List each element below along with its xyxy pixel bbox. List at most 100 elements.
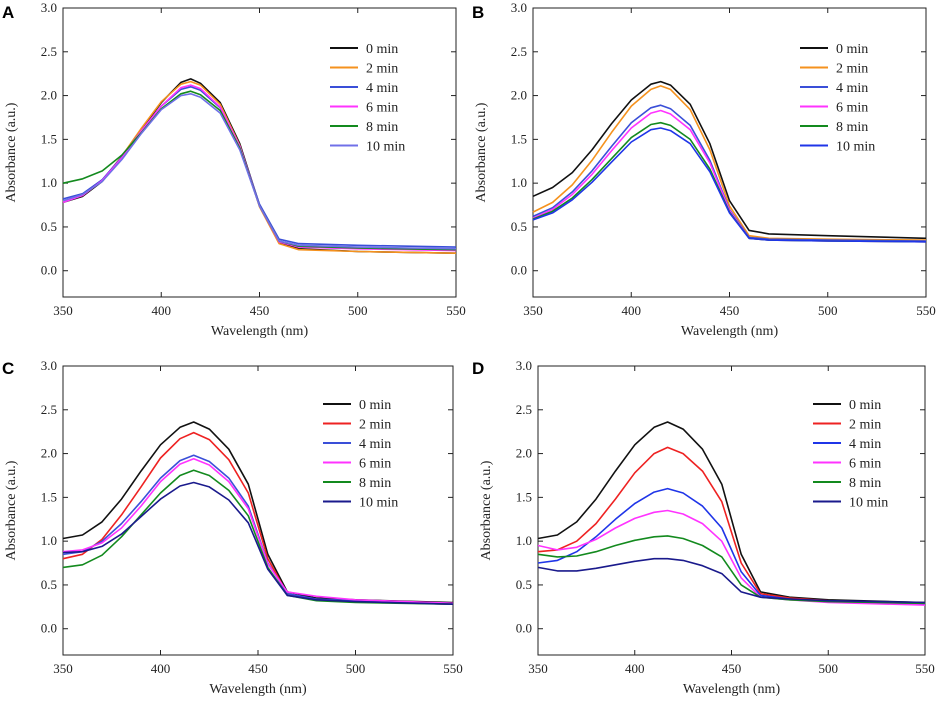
chart-d-y-tick-label: 3.0 bbox=[516, 358, 532, 373]
chart-a-x-tick-label: 550 bbox=[446, 303, 466, 318]
chart-a-x-tick-label: 350 bbox=[53, 303, 73, 318]
chart-b-x-tick-label: 500 bbox=[818, 303, 838, 318]
panel-d: D 350 400 450 500 550 0.0 0.5 1.0 1.5 2.0 2.5 3.0 Wa… bbox=[472, 358, 935, 697]
chart-d-legend-label: 8 min bbox=[849, 476, 881, 491]
chart-a-y-axis-title: Absorbance (a.u.) bbox=[4, 102, 19, 202]
chart-d-series-line-4 bbox=[537, 535, 926, 605]
chart-b-legend-label: 0 min bbox=[836, 42, 868, 57]
chart-d-series-line-0 bbox=[537, 421, 926, 604]
chart-a-x-tick-label: 500 bbox=[348, 303, 368, 318]
chart-c-x-tick-label: 450 bbox=[248, 661, 268, 676]
chart-d-legend-label: 0 min bbox=[849, 398, 881, 413]
chart-b-x-tick-label: 400 bbox=[622, 303, 642, 318]
chart-c-x-tick-label: 500 bbox=[346, 661, 366, 676]
chart-b-series-line-2 bbox=[532, 104, 927, 242]
chart-c-legend-label: 0 min bbox=[359, 398, 391, 413]
chart-a-x-axis-title: Wavelength (nm) bbox=[211, 324, 309, 339]
chart-a-y-tick-label: 2.0 bbox=[41, 88, 57, 103]
chart-c-legend-label: 4 min bbox=[359, 437, 391, 452]
chart-a: 350 400 450 500 550 0.0 0.5 1.0 1.5 2.0 2.5 3.0 Wave… bbox=[4, 0, 466, 339]
chart-c-y-tick-label: 3.0 bbox=[41, 358, 57, 373]
chart-b-legend-label: 2 min bbox=[836, 62, 868, 77]
chart-c-legend-label: 6 min bbox=[359, 457, 391, 472]
chart-d-legend-label: 6 min bbox=[849, 457, 881, 472]
chart-d-y-tick-label: 1.5 bbox=[516, 489, 532, 504]
panel-c: C 350 400 450 500 550 0.0 0.5 1.0 1.5 2.0 2.5 3.0 Wa… bbox=[2, 358, 463, 697]
chart-d-x-tick-label: 400 bbox=[625, 661, 645, 676]
chart-c-legend-label: 2 min bbox=[359, 418, 391, 433]
chart-a-y-tick-label: 1.0 bbox=[41, 175, 57, 190]
chart-c-x-axis-title: Wavelength (nm) bbox=[209, 682, 307, 697]
chart-a-legend-label: 8 min bbox=[366, 120, 398, 135]
panel-label-b: B bbox=[472, 3, 484, 22]
chart-d-series-line-5 bbox=[537, 557, 926, 604]
chart-c-y-tick-label: 0.5 bbox=[41, 577, 57, 592]
chart-a-legend-label: 6 min bbox=[366, 101, 398, 116]
chart-b-y-tick-label: 3.0 bbox=[511, 0, 527, 15]
chart-d-y-tick-label: 0.0 bbox=[516, 621, 532, 636]
chart-b-legend-label: 4 min bbox=[836, 81, 868, 96]
chart-d-legend-label: 2 min bbox=[849, 418, 881, 433]
chart-c-y-tick-label: 0.0 bbox=[41, 621, 57, 636]
chart-d-legend-label: 10 min bbox=[849, 496, 888, 511]
chart-d-series-line-3 bbox=[537, 509, 926, 606]
chart-b-y-tick-label: 1.0 bbox=[511, 175, 527, 190]
chart-d: 350 400 450 500 550 0.0 0.5 1.0 1.5 2.0 2.5 3.0 Wave… bbox=[479, 358, 935, 697]
chart-d-x-tick-label: 350 bbox=[528, 661, 548, 676]
chart-d-legend-label: 4 min bbox=[849, 437, 881, 452]
chart-b-y-tick-label: 0.5 bbox=[511, 219, 527, 234]
chart-d-y-axis-title: Absorbance (a.u.) bbox=[479, 460, 494, 560]
chart-a-series-line-3 bbox=[62, 84, 457, 252]
chart-d-x-tick-label: 500 bbox=[819, 661, 839, 676]
chart-b-legend-label: 8 min bbox=[836, 120, 868, 135]
chart-a-y-tick-label: 1.5 bbox=[41, 131, 57, 146]
chart-b-x-tick-label: 450 bbox=[720, 303, 740, 318]
chart-c-x-tick-label: 400 bbox=[151, 661, 171, 676]
chart-c-x-tick-label: 550 bbox=[443, 661, 463, 676]
chart-b-series-line-1 bbox=[532, 85, 927, 241]
chart-c-legend-label: 8 min bbox=[359, 476, 391, 491]
chart-a-y-tick-label: 0.0 bbox=[41, 263, 57, 278]
chart-a-x-tick-label: 400 bbox=[152, 303, 172, 318]
panel-label-d: D bbox=[472, 359, 484, 378]
panel-label-a: A bbox=[2, 3, 14, 22]
chart-c-x-tick-label: 350 bbox=[53, 661, 73, 676]
chart-b-y-axis-title: Absorbance (a.u.) bbox=[474, 102, 489, 202]
chart-b: 350 400 450 500 550 0.0 0.5 1.0 1.5 2.0 2.5 3.0 Wave… bbox=[474, 0, 936, 339]
chart-d-x-tick-label: 450 bbox=[722, 661, 742, 676]
panel-a: A 350 400 450 500 550 0.0 0.5 1.0 1.5 2.0 2.5 3.0 Wa… bbox=[2, 0, 466, 339]
chart-a-legend-label: 2 min bbox=[366, 62, 398, 77]
chart-c-y-tick-label: 2.5 bbox=[41, 402, 57, 417]
chart-a-legend-label: 4 min bbox=[366, 81, 398, 96]
chart-b-series-line-5 bbox=[532, 127, 927, 243]
chart-c-series-line-3 bbox=[62, 458, 454, 605]
chart-b-y-tick-label: 1.5 bbox=[511, 131, 527, 146]
chart-c: 350 400 450 500 550 0.0 0.5 1.0 1.5 2.0 2.5 3.0 Wave… bbox=[4, 358, 463, 697]
chart-c-legend-label: 10 min bbox=[359, 496, 398, 511]
chart-b-x-tick-label: 350 bbox=[523, 303, 543, 318]
chart-d-y-tick-label: 0.5 bbox=[516, 577, 532, 592]
chart-b-x-tick-label: 550 bbox=[916, 303, 936, 318]
chart-d-x-axis-title: Wavelength (nm) bbox=[683, 682, 781, 697]
chart-c-series-line-0 bbox=[62, 421, 454, 604]
chart-b-series-line-0 bbox=[532, 80, 927, 240]
chart-c-y-tick-label: 1.5 bbox=[41, 489, 57, 504]
chart-b-legend-label: 10 min bbox=[836, 140, 875, 155]
chart-a-y-tick-label: 3.0 bbox=[41, 0, 57, 15]
chart-b-legend-label: 6 min bbox=[836, 101, 868, 116]
chart-d-y-tick-label: 2.5 bbox=[516, 402, 532, 417]
chart-d-series-line-1 bbox=[537, 446, 926, 605]
chart-a-series-line-5 bbox=[62, 93, 457, 250]
chart-c-plot-frame bbox=[62, 365, 454, 656]
chart-a-legend-label: 10 min bbox=[366, 140, 405, 155]
chart-b-y-tick-label: 2.5 bbox=[511, 44, 527, 59]
chart-d-x-tick-label: 550 bbox=[915, 661, 935, 676]
chart-c-y-tick-label: 2.0 bbox=[41, 446, 57, 461]
chart-b-y-tick-label: 2.0 bbox=[511, 88, 527, 103]
chart-d-series-line-2 bbox=[537, 487, 926, 605]
chart-a-x-tick-label: 450 bbox=[250, 303, 270, 318]
chart-c-y-axis-title: Absorbance (a.u.) bbox=[4, 460, 19, 560]
chart-d-y-tick-label: 1.0 bbox=[516, 533, 532, 548]
chart-c-series-line-5 bbox=[62, 481, 454, 605]
